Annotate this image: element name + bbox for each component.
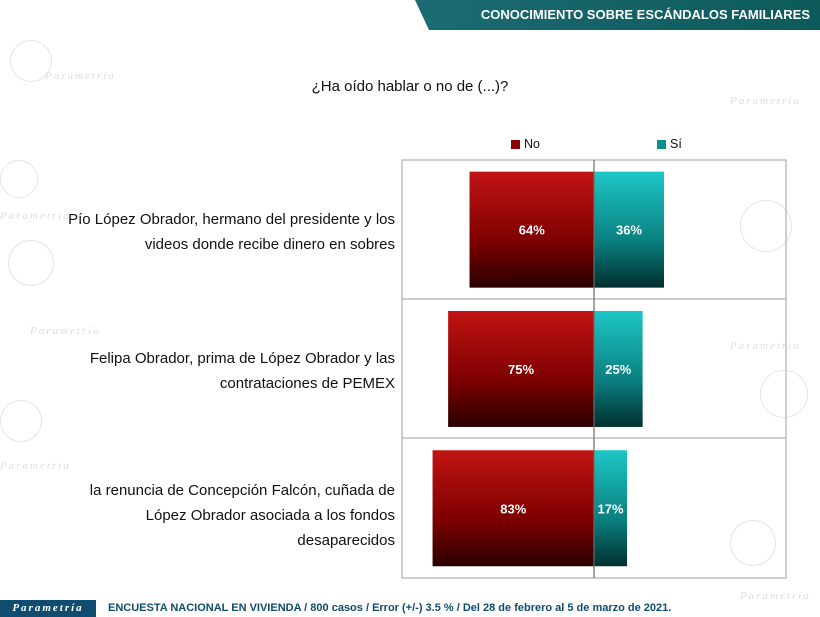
watermark-circle <box>0 400 42 442</box>
legend-item-si: Sí <box>657 137 682 151</box>
bar-si <box>594 310 643 427</box>
watermark-text: Parametría <box>0 460 71 472</box>
bar-no <box>432 450 594 567</box>
bar-si <box>594 171 665 288</box>
legend-label-si: Sí <box>670 137 682 151</box>
watermark-text: Parametría <box>30 325 101 337</box>
bar-si <box>594 450 628 567</box>
category-label-line: López Obrador asociada a los fondos <box>145 507 395 524</box>
header-banner <box>415 0 820 30</box>
legend-swatch-no <box>511 139 520 149</box>
data-label-no: 64% <box>519 223 545 238</box>
legend-swatch-si <box>657 139 666 149</box>
watermark-text: Parametría <box>45 70 116 82</box>
data-label-no: 83% <box>500 501 526 516</box>
watermark-text: Parametría <box>0 210 71 222</box>
category-label-line: Pío López Obrador, hermano del president… <box>68 211 395 228</box>
watermark-text: Parametría <box>730 95 801 107</box>
bar-no <box>469 171 594 288</box>
category-label-line: contrataciones de PEMEX <box>219 375 395 392</box>
data-label-no: 75% <box>508 362 534 377</box>
category-label-line: Felipa Obrador, prima de López Obrador y… <box>89 350 395 367</box>
data-label-si: 17% <box>598 501 624 516</box>
category-label: Felipa Obrador, prima de López Obrador y… <box>10 346 395 396</box>
legend-label-no: No <box>524 137 540 151</box>
watermark-circle <box>740 200 792 252</box>
footer-source: ENCUESTA NACIONAL EN VIVIENDA / 800 caso… <box>108 602 672 614</box>
footer-logo: Parametría <box>0 600 96 617</box>
watermark-circle <box>0 160 38 198</box>
watermark-text: Parametría <box>740 590 811 602</box>
watermark-circle <box>8 240 54 286</box>
watermark-circle <box>730 520 776 566</box>
bar-no <box>448 310 594 427</box>
watermark-circle <box>760 370 808 418</box>
data-label-si: 36% <box>616 223 642 238</box>
category-label: la renuncia de Concepción Falcón, cuñada… <box>10 478 395 553</box>
page-title: CONOCIMIENTO SOBRE ESCÁNDALOS FAMILIARES <box>480 7 810 22</box>
category-label: Pío López Obrador, hermano del president… <box>10 207 395 257</box>
category-label-line: la renuncia de Concepción Falcón, cuñada… <box>89 482 395 499</box>
watermark-text: Parametría <box>730 340 801 352</box>
category-label-line: videos donde recibe dinero en sobres <box>144 236 395 253</box>
data-label-si: 25% <box>605 362 631 377</box>
category-label-line: desaparecidos <box>297 532 395 549</box>
survey-question: ¿Ha oído hablar o no de (...)? <box>311 78 509 95</box>
watermark-circle <box>10 40 52 82</box>
legend-item-no: No <box>511 137 540 151</box>
